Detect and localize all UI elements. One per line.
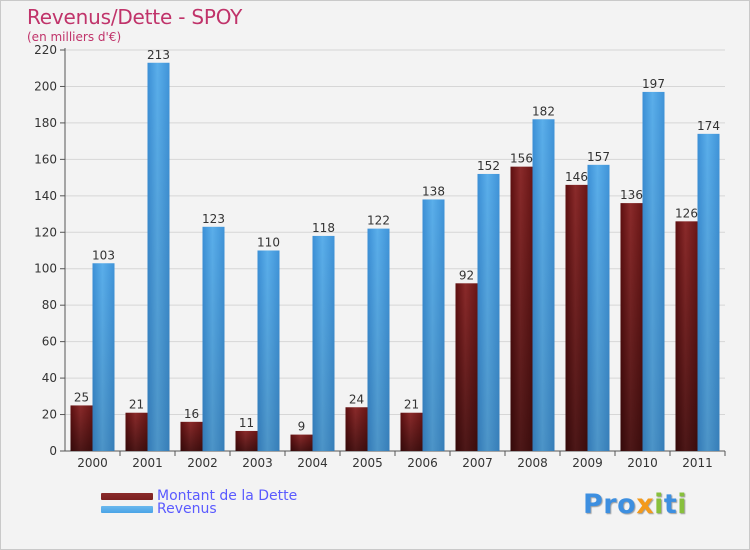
chart-subtitle: (en milliers d'€) [27,30,122,44]
data-label-revenus: 118 [312,221,335,235]
data-label-debt: 11 [239,416,254,430]
data-label-revenus: 174 [697,119,720,133]
bar-shade-revenus [587,164,610,451]
bar-shade-revenus [477,173,500,452]
data-label-debt: 21 [404,398,419,412]
bar-shade-debt [70,405,93,451]
data-label-debt: 21 [129,398,144,412]
data-label-revenus: 138 [422,184,445,198]
data-labels: 25 103 21 213 16 123 11 110 9 118 24 122 21 138 92 152 1… [74,48,720,434]
data-label-debt: 156 [510,152,533,166]
y-tick-label: 220 [34,43,57,57]
bar-shade-debt [125,412,148,451]
bar-shade-debt [180,421,203,451]
bar-shade-debt [400,412,423,451]
bar-shade-debt [235,430,258,451]
bar-shade-debt [290,434,313,451]
x-tick-label: 2004 [297,456,328,470]
legend-label-revenus: Revenus [157,501,217,517]
data-label-revenus: 123 [202,212,225,226]
bar-shade-debt [620,203,643,451]
legend-item-debt: Montant de la Dette [101,487,297,505]
axes: 0 20 40 60 80 100 120 140 160 180 200 220 2000 2001 20… [34,43,726,470]
bar-shade-revenus [422,199,445,451]
y-tick-label: 60 [42,335,57,349]
bar-shade-debt [345,407,368,451]
bar-shade-debt [510,166,533,451]
bar-shade-revenus [202,226,225,451]
data-label-debt: 92 [459,268,474,282]
bar-shade-debt [675,221,698,451]
plot-area [65,50,725,451]
x-tick-label: 2001 [132,456,163,470]
chart-title: Revenus/Dette - SPOY [27,5,243,29]
legend-label-debt: Montant de la Dette [157,488,298,504]
data-label-debt: 146 [565,170,588,184]
bars [70,62,720,452]
y-tick-label: 80 [42,298,57,312]
x-tick-label: 2002 [187,456,218,470]
data-label-revenus: 157 [587,150,610,164]
x-tick-label: 2007 [462,456,493,470]
x-tick-label: 2011 [682,456,713,470]
bar-shade-debt [455,283,478,451]
data-label-revenus: 110 [257,236,280,250]
y-tick-label: 100 [34,262,57,276]
data-label-revenus: 182 [532,104,555,118]
legend-swatch-debt [101,492,153,500]
bar-shade-revenus [532,119,555,451]
data-label-revenus: 152 [477,159,500,173]
data-label-debt: 136 [620,188,643,202]
x-tick-label: 2010 [627,456,658,470]
y-tick-label: 0 [49,444,57,458]
bar-shade-revenus [147,62,170,451]
data-label-debt: 9 [298,420,306,434]
bar-shade-revenus [697,133,720,451]
legend-swatch-revenus [101,505,153,513]
y-tick-label: 200 [34,79,57,93]
x-tick-label: 2000 [77,456,108,470]
bar-shade-revenus [92,263,115,451]
data-label-debt: 126 [675,206,698,220]
bar-shade-revenus [367,228,390,451]
y-tick-label: 180 [34,116,57,130]
bar-shade-revenus [257,250,280,451]
x-tick-label: 2003 [242,456,273,470]
x-tick-label: 2008 [517,456,548,470]
data-label-debt: 16 [184,407,199,421]
bar-shade-revenus [642,91,665,451]
proxiti-logo: Proxiti [583,489,688,520]
grid [65,49,725,451]
data-label-revenus: 213 [147,48,170,62]
data-label-revenus: 103 [92,248,115,262]
x-tick-label: 2006 [407,456,438,470]
data-label-revenus: 122 [367,214,390,228]
data-label-revenus: 197 [642,77,665,91]
data-label-debt: 25 [74,390,89,404]
y-tick-label: 160 [34,152,57,166]
data-label-debt: 24 [349,392,364,406]
bar-shade-revenus [312,235,335,451]
x-tick-label: 2005 [352,456,383,470]
bar-shade-debt [565,184,588,451]
y-tick-label: 140 [34,189,57,203]
y-tick-label: 20 [42,408,57,422]
legend-item-revenus: Revenus [101,500,217,518]
y-tick-label: 120 [34,225,57,239]
y-tick-label: 40 [42,371,57,385]
x-tick-label: 2009 [572,456,603,470]
